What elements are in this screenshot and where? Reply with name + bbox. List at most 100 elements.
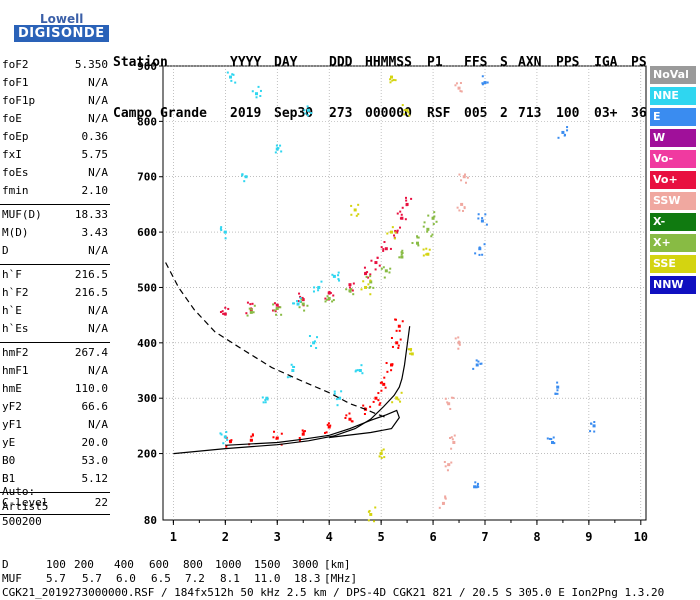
y-tick-label: 80 [144,514,157,527]
trace-dot [383,241,386,244]
trace-dot [391,363,394,366]
trace-dot [352,293,355,296]
trace-point [431,216,435,220]
trace-dot [401,249,404,252]
trace-dot [450,436,453,439]
trace-dot [444,465,447,468]
trace-dot [320,280,323,283]
trace-dot [403,109,406,112]
trace-point [473,485,477,489]
trace-dot [249,303,252,306]
param-value: 3.43 [81,226,109,239]
trace-dot [380,449,383,452]
trace-dot [393,237,396,240]
trace-dot [317,289,320,292]
param-value: 20.0 [81,436,109,449]
trace-point [379,452,383,456]
trace-dot [224,237,227,240]
param-name: fxI [2,148,22,161]
trace-dot [444,397,447,400]
trace-dot [380,246,383,249]
trace-point [265,396,269,400]
trace-dot [365,275,368,278]
footer-d-value: 100 [46,558,66,571]
trace-dot [449,436,452,439]
trace-dot [589,430,592,433]
trace-dot [481,82,484,85]
footer-distance-row: D 100 200 400 600 800 1000 1500 3000 [km… [2,558,692,572]
trace-dot [246,314,249,317]
trace-point [301,432,305,436]
param-row-b0: B0 53.0 [2,454,108,472]
x-tick-label: 6 [429,530,436,544]
trace-point [462,175,466,179]
trace-dot [474,481,477,484]
trace-dot [484,81,487,84]
param-row-fxi: fxI 5.75 [2,148,108,166]
param-row-md: M(D) 3.43 [2,226,108,244]
footer-muf-value: 6.0 [116,572,136,585]
param-name: hmF2 [2,346,29,359]
param-row-clevel: C-level 22 [2,496,108,514]
y-tick-label: 700 [137,171,157,184]
trace-point [353,208,357,212]
trace-dot [324,297,327,300]
trace-dot [272,436,275,439]
param-row-b1: B1 5.12 [2,472,108,490]
trace-point [301,302,305,306]
trace-dot [251,302,254,305]
trace-dot [245,312,248,315]
trace-dot [352,282,355,285]
param-value: N/A [88,94,108,107]
trace-point [384,247,388,251]
trace-point [348,283,352,287]
trace-dot [458,343,461,346]
trace-dot [355,214,358,217]
footer-muf-label: MUF [2,572,22,585]
trace-dot [257,85,260,88]
trace-dot [275,144,278,147]
y-tick-label: 200 [137,448,157,461]
trace-point [306,108,310,112]
trace-dot [393,234,396,237]
header-ffs-value: 005 [464,106,488,121]
trace-dot [345,288,348,291]
trace-dot [332,299,335,302]
trace-dot [274,151,277,154]
trace-dot [389,231,392,234]
footer-muf-value: 18.3 [294,572,321,585]
trace-dot [373,520,376,523]
trace-dot [458,209,461,212]
trace-dot [301,429,304,432]
trace-point [223,312,227,316]
trace-dot [243,180,246,183]
trace-dot [383,376,386,379]
header-ddd-value: 273 [329,106,353,121]
trace-dot [306,304,309,307]
trace-point [480,219,484,223]
x-tick-label: 1 [170,530,177,544]
trace-point [348,417,352,421]
trace-dot [289,375,292,378]
trace-dot [338,279,341,282]
trace-point [457,86,461,90]
trace-dot [349,290,352,293]
trace-dot [428,248,431,251]
param-row-yf1: yF1 N/A [2,418,108,436]
trace-dot [298,306,301,309]
trace-dot [324,300,327,303]
trace-dot [302,430,305,433]
param-name: h`Es [2,322,29,335]
trace-dot [478,246,481,249]
trace-point [327,291,331,295]
y-tick-label: 300 [137,392,157,405]
footer-d-value: 600 [149,558,169,571]
param-row-hf2: h`F2 216.5 [2,286,108,304]
trace-dot [333,390,336,393]
trace-dot [404,196,407,199]
param-row-fof2: foF2 5.350 [2,58,108,76]
trace-point [415,241,419,245]
trace-dot [401,206,404,209]
trace-dot [401,252,404,255]
trace-dot [367,519,370,522]
